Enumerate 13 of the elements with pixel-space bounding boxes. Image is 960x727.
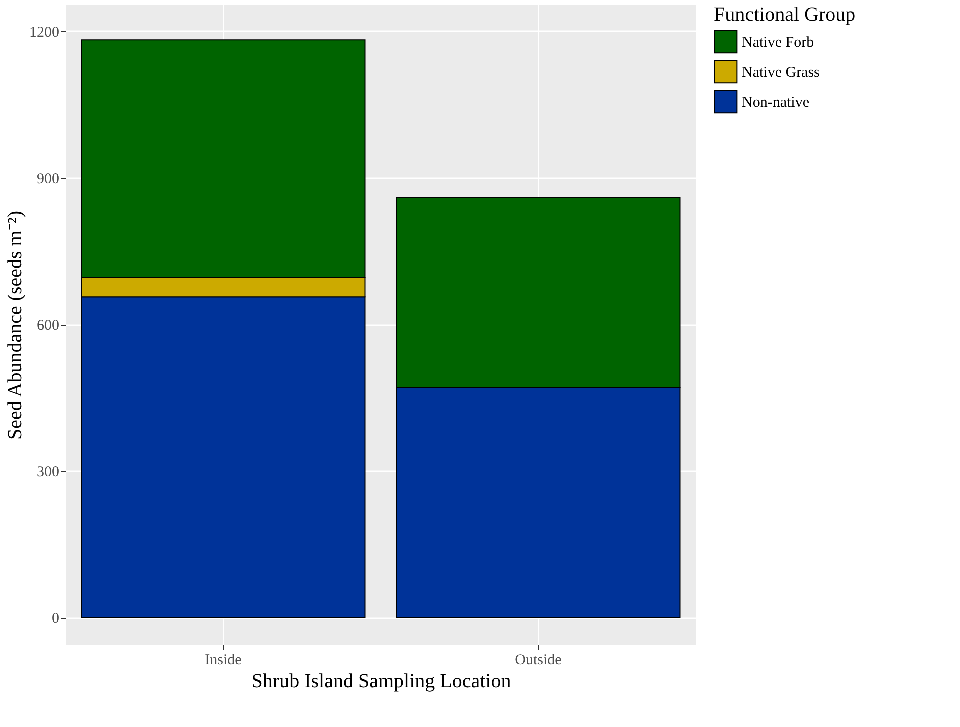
legend-label: Non-native: [742, 95, 810, 111]
y-tick-label: 1200: [30, 24, 60, 41]
legend-title: Functional Group: [714, 4, 856, 26]
x-tick-label: Inside: [205, 652, 242, 668]
y-tick-label: 0: [52, 611, 60, 628]
y-tick-label: 900: [37, 171, 60, 188]
y-tick-label: 600: [37, 318, 60, 334]
y-axis-title: Seed Abundance (seeds m⁻²): [4, 210, 26, 440]
x-axis-title: Shrub Island Sampling Location: [252, 670, 512, 692]
y-tick-label: 300: [37, 464, 60, 481]
legend-label: Native Forb: [742, 35, 814, 51]
legend-label: Native Grass: [742, 65, 820, 81]
x-tick-label: Outside: [515, 652, 562, 668]
